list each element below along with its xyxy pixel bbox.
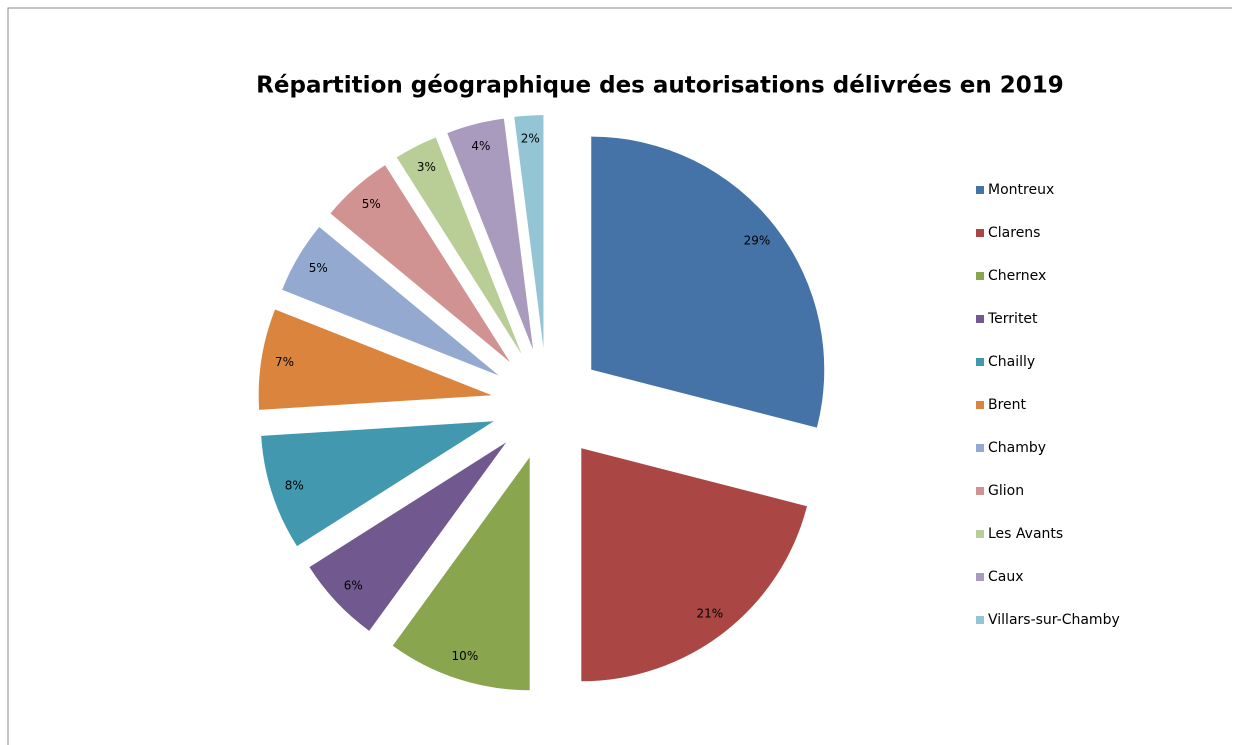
- legend-label: Glion: [988, 483, 1024, 499]
- legend-label: Caux: [988, 569, 1024, 585]
- pie-slice: [309, 442, 507, 631]
- pie-slice: [392, 457, 530, 691]
- chart-border: [7, 7, 1232, 745]
- legend-swatch: [976, 401, 984, 409]
- pie-slice: [396, 137, 522, 355]
- pie-slice: [261, 421, 494, 547]
- pie-slice: [330, 165, 510, 362]
- legend-label: Brent: [988, 397, 1027, 413]
- legend-label: Montreux: [988, 182, 1054, 198]
- legend-label: Chamby: [988, 440, 1046, 456]
- value-label: 5%: [362, 197, 381, 211]
- legend-swatch: [976, 315, 984, 323]
- value-label: 2%: [521, 131, 540, 145]
- pie-slice: [282, 226, 499, 376]
- value-label: 29%: [744, 234, 771, 248]
- legend-swatch: [976, 229, 984, 237]
- value-label: 5%: [309, 261, 328, 275]
- legend-swatch: [976, 444, 984, 452]
- legend-swatch: [976, 573, 984, 581]
- pie-slice: [447, 118, 534, 350]
- value-label: 4%: [471, 139, 490, 153]
- legend-label: Villars-sur-Chamby: [988, 612, 1120, 628]
- chart-title: Répartition géographique des autorisatio…: [256, 73, 1064, 99]
- legend-swatch: [976, 616, 984, 624]
- legend-swatch: [976, 272, 984, 280]
- value-label: 8%: [285, 479, 304, 493]
- value-label: 6%: [344, 578, 363, 592]
- legend-swatch: [976, 530, 984, 538]
- legend-label: Clarens: [988, 225, 1040, 241]
- legend-label: Les Avants: [988, 526, 1063, 542]
- value-label: 3%: [417, 160, 436, 174]
- pie-slice: [581, 448, 808, 682]
- legend-label: Chailly: [988, 354, 1035, 370]
- value-label: 10%: [452, 649, 479, 663]
- value-label: 7%: [275, 355, 294, 369]
- legend-label: Territet: [987, 311, 1038, 327]
- pie-slice: [591, 136, 825, 428]
- legend-swatch: [976, 358, 984, 366]
- value-label: 21%: [697, 606, 724, 620]
- pie-slice: [514, 115, 544, 349]
- legend-swatch: [976, 186, 984, 194]
- pie-slice: [258, 309, 492, 410]
- legend-swatch: [976, 487, 984, 495]
- legend-label: Chernex: [988, 268, 1046, 284]
